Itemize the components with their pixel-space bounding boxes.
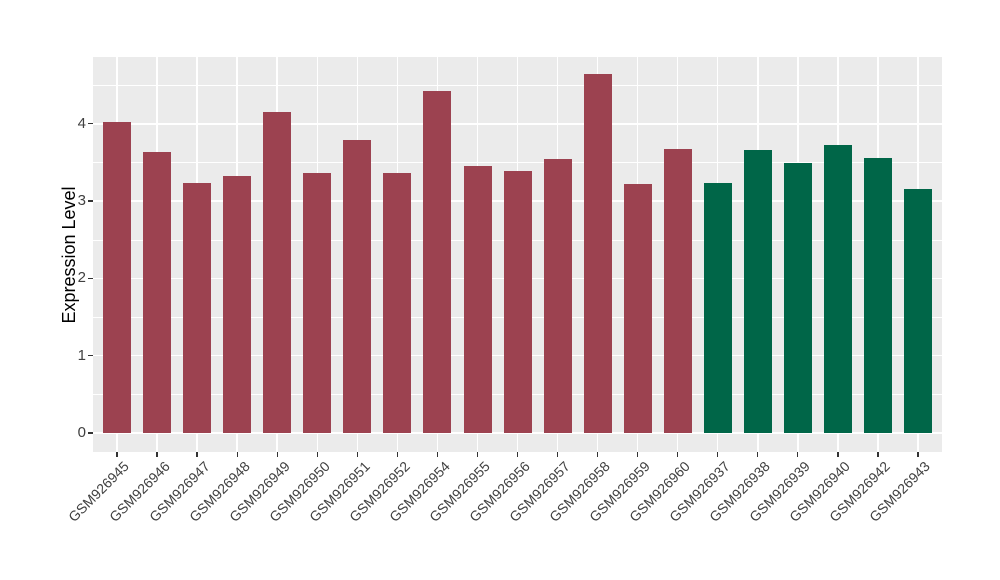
bar-GSM926938 bbox=[743, 150, 772, 433]
bar-GSM926937 bbox=[703, 182, 732, 433]
horizontal-minor-gridline bbox=[93, 162, 942, 164]
bar-GSM926948 bbox=[223, 176, 252, 433]
bar-GSM926943 bbox=[904, 188, 932, 433]
x-tick-mark bbox=[276, 452, 278, 457]
x-tick-mark bbox=[196, 452, 198, 457]
bar-GSM926952 bbox=[383, 173, 412, 433]
bar-GSM926942 bbox=[863, 157, 892, 433]
x-tick-mark bbox=[837, 452, 839, 457]
bar-GSM926960 bbox=[663, 148, 692, 433]
bar-GSM926945 bbox=[103, 121, 131, 433]
y-tick-mark bbox=[88, 355, 93, 357]
y-tick-mark bbox=[88, 432, 93, 434]
plot-panel bbox=[93, 57, 942, 452]
y-tick-label: 3 bbox=[77, 192, 86, 210]
horizontal-major-gridline bbox=[93, 123, 942, 125]
x-tick-mark bbox=[356, 452, 358, 457]
x-tick-mark bbox=[556, 452, 559, 457]
x-tick-mark bbox=[797, 452, 799, 457]
horizontal-minor-gridline bbox=[93, 85, 942, 87]
y-tick-label: 1 bbox=[77, 346, 86, 364]
bar-GSM926956 bbox=[503, 171, 532, 433]
x-tick-mark bbox=[596, 452, 599, 457]
x-tick-mark bbox=[877, 452, 879, 457]
y-tick-label: 2 bbox=[77, 269, 86, 287]
bar-GSM926947 bbox=[183, 182, 212, 433]
x-tick-mark bbox=[717, 452, 719, 457]
y-axis-title: Expression Level bbox=[59, 185, 79, 324]
y-tick-label: 4 bbox=[77, 114, 86, 132]
x-tick-mark bbox=[116, 452, 118, 457]
x-tick-mark bbox=[917, 452, 919, 457]
y-tick-label: 0 bbox=[77, 424, 86, 441]
bar-GSM926958 bbox=[583, 74, 612, 433]
x-tick-mark bbox=[436, 452, 439, 457]
bar-GSM926950 bbox=[303, 173, 332, 433]
bar-GSM926951 bbox=[343, 140, 372, 433]
y-tick-mark bbox=[88, 123, 93, 125]
x-tick-mark bbox=[516, 452, 519, 457]
bar-GSM926940 bbox=[823, 144, 852, 433]
bar-GSM926949 bbox=[263, 112, 292, 433]
y-tick-mark bbox=[88, 277, 93, 280]
x-tick-mark bbox=[757, 452, 759, 457]
x-tick-mark bbox=[316, 452, 318, 457]
x-tick-mark bbox=[476, 452, 479, 457]
bar-GSM926954 bbox=[423, 91, 452, 433]
y-tick-mark bbox=[88, 200, 93, 202]
bar-GSM926957 bbox=[543, 158, 572, 433]
bar-GSM926946 bbox=[143, 152, 172, 433]
x-tick-mark bbox=[156, 452, 158, 457]
x-tick-mark bbox=[396, 452, 399, 457]
bar-GSM926959 bbox=[623, 184, 652, 433]
x-tick-mark bbox=[677, 452, 679, 457]
bar-GSM926939 bbox=[783, 163, 812, 433]
x-tick-mark bbox=[636, 452, 639, 457]
x-tick-mark bbox=[236, 452, 238, 457]
bar-GSM926955 bbox=[463, 166, 492, 433]
